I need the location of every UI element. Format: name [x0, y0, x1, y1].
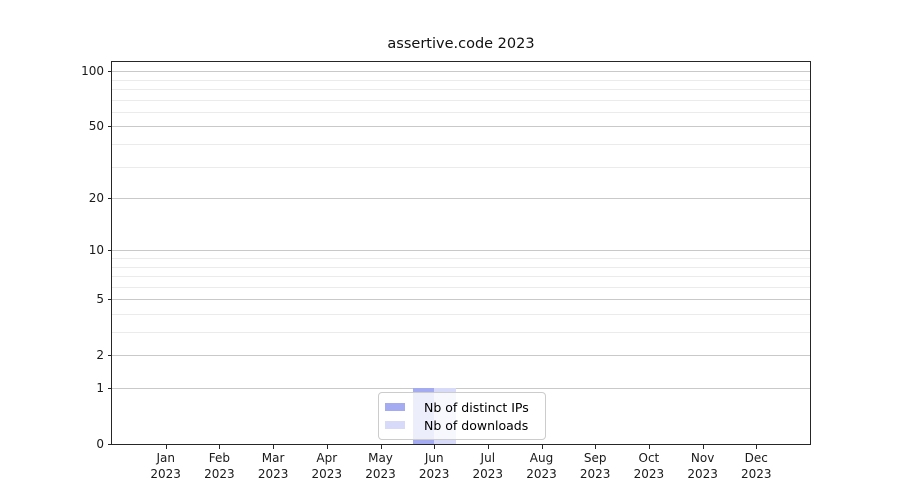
y-tick-2: [108, 355, 112, 357]
x-tick-label-dec: Dec 2023: [741, 451, 772, 481]
y-gridline-minor-40: [112, 143, 810, 145]
x-tick-jul: [487, 445, 489, 449]
y-tick-1: [108, 388, 112, 389]
x-tick-label-feb: Feb 2023: [204, 451, 235, 481]
x-tick-aug: [541, 445, 543, 449]
y-tick-20: [108, 198, 112, 199]
x-tick-label-apr: Apr 2023: [311, 451, 343, 481]
y-gridline-minor-80: [112, 88, 810, 90]
x-tick-mar: [273, 445, 275, 449]
y-tick-50: [108, 126, 112, 128]
x-tick-label-aug: Aug 2023: [526, 451, 557, 481]
y-tick-label-20: 20: [88, 191, 104, 205]
y-gridline-minor-3: [112, 332, 810, 333]
legend-item-downloads: Nb of downloads: [385, 416, 537, 434]
y-tick-label-1: 1: [96, 381, 104, 395]
x-tick-label-jul: Jul 2023: [472, 451, 504, 481]
legend-label-downloads: Nb of downloads: [424, 417, 529, 433]
y-gridline-major-50: [112, 126, 810, 128]
x-tick-jan: [165, 445, 167, 449]
y-tick-0: [108, 444, 112, 445]
legend-swatch-downloads: [385, 421, 405, 429]
x-tick-dec: [756, 445, 758, 449]
legend: Nb of distinct IPs Nb of downloads: [378, 392, 546, 440]
x-tick-label-jun: Jun 2023: [418, 451, 450, 481]
x-tick-apr: [326, 445, 328, 449]
x-tick-jun: [434, 445, 436, 449]
y-gridline-minor-9: [112, 257, 810, 259]
plot-area: [112, 62, 810, 444]
x-tick-label-may: May 2023: [365, 451, 396, 481]
y-tick-100: [108, 71, 112, 73]
x-tick-nov: [702, 445, 704, 449]
x-tick-may: [380, 445, 382, 449]
x-tick-label-oct: Oct 2023: [633, 451, 665, 481]
y-gridline-major-100: [112, 71, 810, 73]
y-gridline-minor-60: [112, 111, 810, 113]
y-tick-label-5: 5: [96, 292, 104, 307]
y-tick-label-0: 0: [96, 437, 104, 451]
y-tick-10: [108, 250, 112, 252]
y-tick-label-2: 2: [96, 348, 104, 363]
y-gridline-major-1: [112, 388, 810, 389]
y-tick-label-100: 100: [81, 64, 104, 79]
legend-swatch-distinct-ips: [385, 403, 405, 411]
x-tick-label-mar: Mar 2023: [257, 451, 289, 481]
y-gridline-minor-4: [112, 313, 810, 315]
y-tick-5: [108, 299, 112, 301]
y-gridline-major-2: [112, 355, 810, 357]
y-gridline-major-5: [112, 299, 810, 301]
x-tick-sep: [595, 445, 597, 449]
y-gridline-minor-90: [112, 79, 810, 81]
legend-item-distinct-ips: Nb of distinct IPs: [385, 398, 537, 416]
y-gridline-minor-6: [112, 286, 810, 288]
y-tick-label-50: 50: [88, 119, 104, 134]
x-tick-oct: [648, 445, 650, 449]
legend-label-distinct-ips: Nb of distinct IPs: [424, 399, 529, 415]
y-gridline-minor-8: [112, 266, 810, 268]
y-tick-label-10: 10: [88, 243, 104, 258]
x-tick-label-jan: Jan 2023: [150, 451, 181, 481]
y-gridline-major-10: [112, 250, 810, 252]
y-gridline-major-20: [112, 198, 810, 199]
y-gridline-minor-70: [112, 99, 810, 101]
y-gridline-minor-30: [112, 166, 810, 168]
x-tick-label-sep: Sep 2023: [579, 451, 611, 481]
x-tick-label-nov: Nov 2023: [687, 451, 718, 481]
x-tick-feb: [219, 445, 221, 449]
chart-title: assertive.code 2023: [387, 36, 535, 52]
y-gridline-minor-7: [112, 276, 810, 277]
